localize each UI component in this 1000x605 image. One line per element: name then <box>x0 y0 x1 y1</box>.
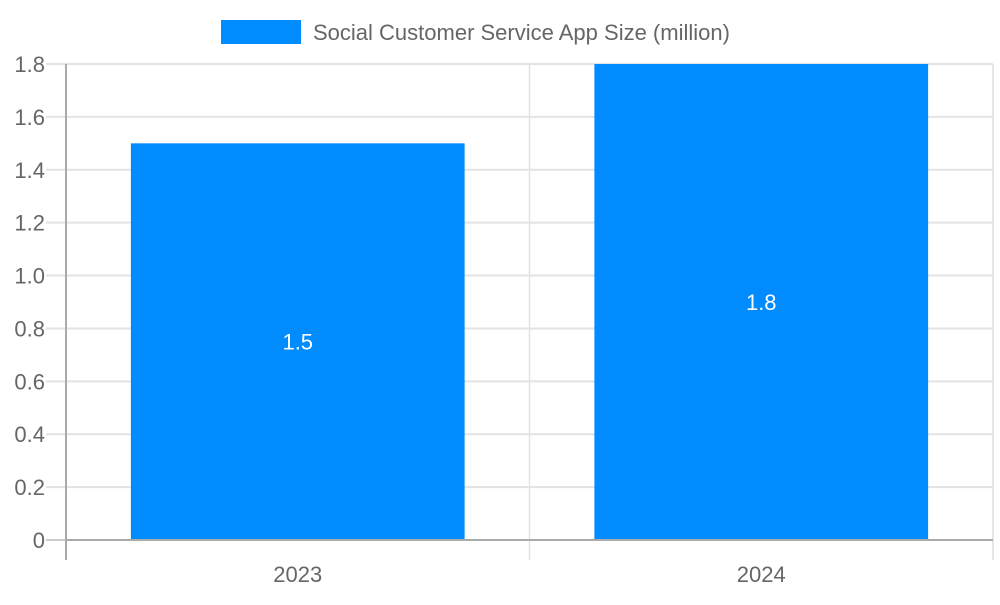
data-label: 1.8 <box>746 290 777 315</box>
y-tick-label: 1.4 <box>14 158 45 183</box>
axes: 0 0.2 0.4 0.6 0.8 1.0 1.2 1.4 1.6 1.8 2023 2024 <box>14 52 993 587</box>
y-tick-label: 0.8 <box>14 316 45 341</box>
y-tick-label: 0 <box>33 528 45 553</box>
x-tick-label: 2024 <box>737 562 786 587</box>
y-tick-label: 0.6 <box>14 369 45 394</box>
legend[interactable]: Social Customer Service App Size (millio… <box>221 20 730 45</box>
legend-label: Social Customer Service App Size (millio… <box>313 20 730 45</box>
y-tick-label: 0.2 <box>14 475 45 500</box>
bars: 1.5 1.8 <box>130 64 929 541</box>
y-tick-label: 0.4 <box>14 422 45 447</box>
data-label: 1.5 <box>282 330 313 355</box>
bar <box>594 64 929 540</box>
y-tick-label: 1.8 <box>14 52 45 77</box>
y-tick-label: 1.6 <box>14 105 45 130</box>
y-tick-label: 1.2 <box>14 211 45 236</box>
y-tick-label: 1.0 <box>14 264 45 289</box>
x-tick-label: 2023 <box>273 562 322 587</box>
legend-swatch <box>221 20 301 44</box>
bar <box>130 143 465 541</box>
